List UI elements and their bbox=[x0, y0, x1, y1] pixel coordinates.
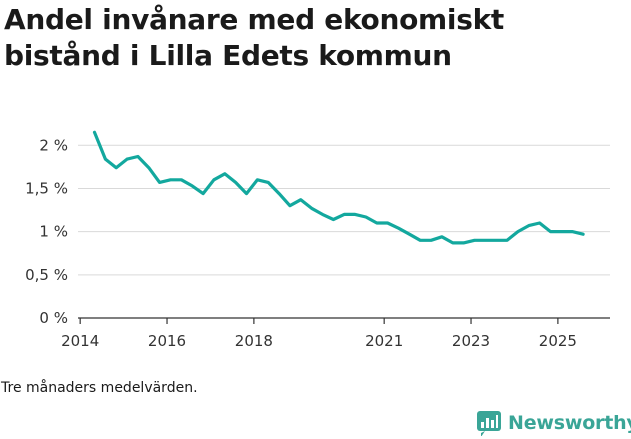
data-point bbox=[278, 192, 280, 194]
data-point bbox=[234, 181, 236, 183]
data-point bbox=[245, 192, 247, 194]
data-point bbox=[289, 205, 291, 207]
data-point bbox=[224, 173, 226, 175]
data-point bbox=[213, 179, 215, 181]
data-series-line bbox=[92, 130, 585, 245]
data-point bbox=[560, 230, 562, 232]
brand-name: Newsworthy bbox=[508, 412, 631, 434]
data-point bbox=[397, 227, 399, 229]
data-point bbox=[126, 158, 128, 160]
data-point bbox=[158, 181, 160, 183]
chart-title: Andel invånare med ekonomiskt bistånd i … bbox=[4, 2, 624, 74]
y-tick-label: 0 % bbox=[39, 309, 68, 327]
x-tick-label: 2025 bbox=[539, 332, 577, 350]
x-tick-label: 2018 bbox=[235, 332, 273, 350]
data-point bbox=[332, 218, 334, 220]
data-point bbox=[506, 239, 508, 241]
data-point bbox=[571, 230, 573, 232]
y-tick-label: 0,5 % bbox=[25, 266, 68, 284]
data-point bbox=[202, 192, 204, 194]
data-point bbox=[300, 198, 302, 200]
data-point bbox=[354, 213, 356, 215]
data-point bbox=[528, 224, 530, 226]
data-point bbox=[169, 179, 171, 181]
data-point bbox=[452, 242, 454, 244]
data-point bbox=[430, 239, 432, 241]
data-point bbox=[148, 167, 150, 169]
data-point bbox=[310, 207, 312, 209]
data-point bbox=[321, 213, 323, 215]
data-point bbox=[408, 233, 410, 235]
chart-title-line-1: Andel invånare med ekonomiskt bbox=[4, 3, 505, 36]
y-tick-label: 1,5 % bbox=[25, 179, 68, 197]
data-point bbox=[267, 181, 269, 183]
data-point bbox=[137, 155, 139, 157]
data-point bbox=[517, 230, 519, 232]
data-point bbox=[473, 239, 475, 241]
data-point bbox=[495, 239, 497, 241]
data-point bbox=[180, 179, 182, 181]
data-point bbox=[376, 222, 378, 224]
data-point bbox=[93, 131, 95, 133]
data-point bbox=[115, 167, 117, 169]
data-point bbox=[419, 239, 421, 241]
data-point bbox=[538, 222, 540, 224]
data-point bbox=[365, 216, 367, 218]
x-tick-label: 2021 bbox=[365, 332, 403, 350]
y-tick-label: 1 % bbox=[39, 223, 68, 241]
data-point bbox=[343, 213, 345, 215]
y-tick-label: 2 % bbox=[39, 136, 68, 154]
data-point bbox=[549, 230, 551, 232]
data-point bbox=[386, 222, 388, 224]
line-chart: 0 % 0,5 % 1 % 1,5 % 2 % 2014 2016 2018 2021 2023 2… bbox=[25, 130, 610, 350]
newsworthy-chart-icon bbox=[477, 411, 501, 436]
chart-title-line-2: bistånd i Lilla Edets kommun bbox=[4, 39, 452, 72]
x-tick-label: 2016 bbox=[148, 332, 186, 350]
data-point bbox=[484, 239, 486, 241]
x-tick-label: 2014 bbox=[61, 332, 99, 350]
chart-note: Tre månaders medelvärden. bbox=[1, 380, 198, 396]
data-point bbox=[191, 185, 193, 187]
x-tick-label: 2023 bbox=[452, 332, 490, 350]
newsworthy-logo[interactable]: Newsworthy bbox=[476, 408, 631, 438]
data-point bbox=[441, 236, 443, 238]
data-point bbox=[256, 179, 258, 181]
data-point bbox=[104, 158, 106, 160]
data-point bbox=[582, 233, 584, 235]
data-point bbox=[462, 242, 464, 244]
